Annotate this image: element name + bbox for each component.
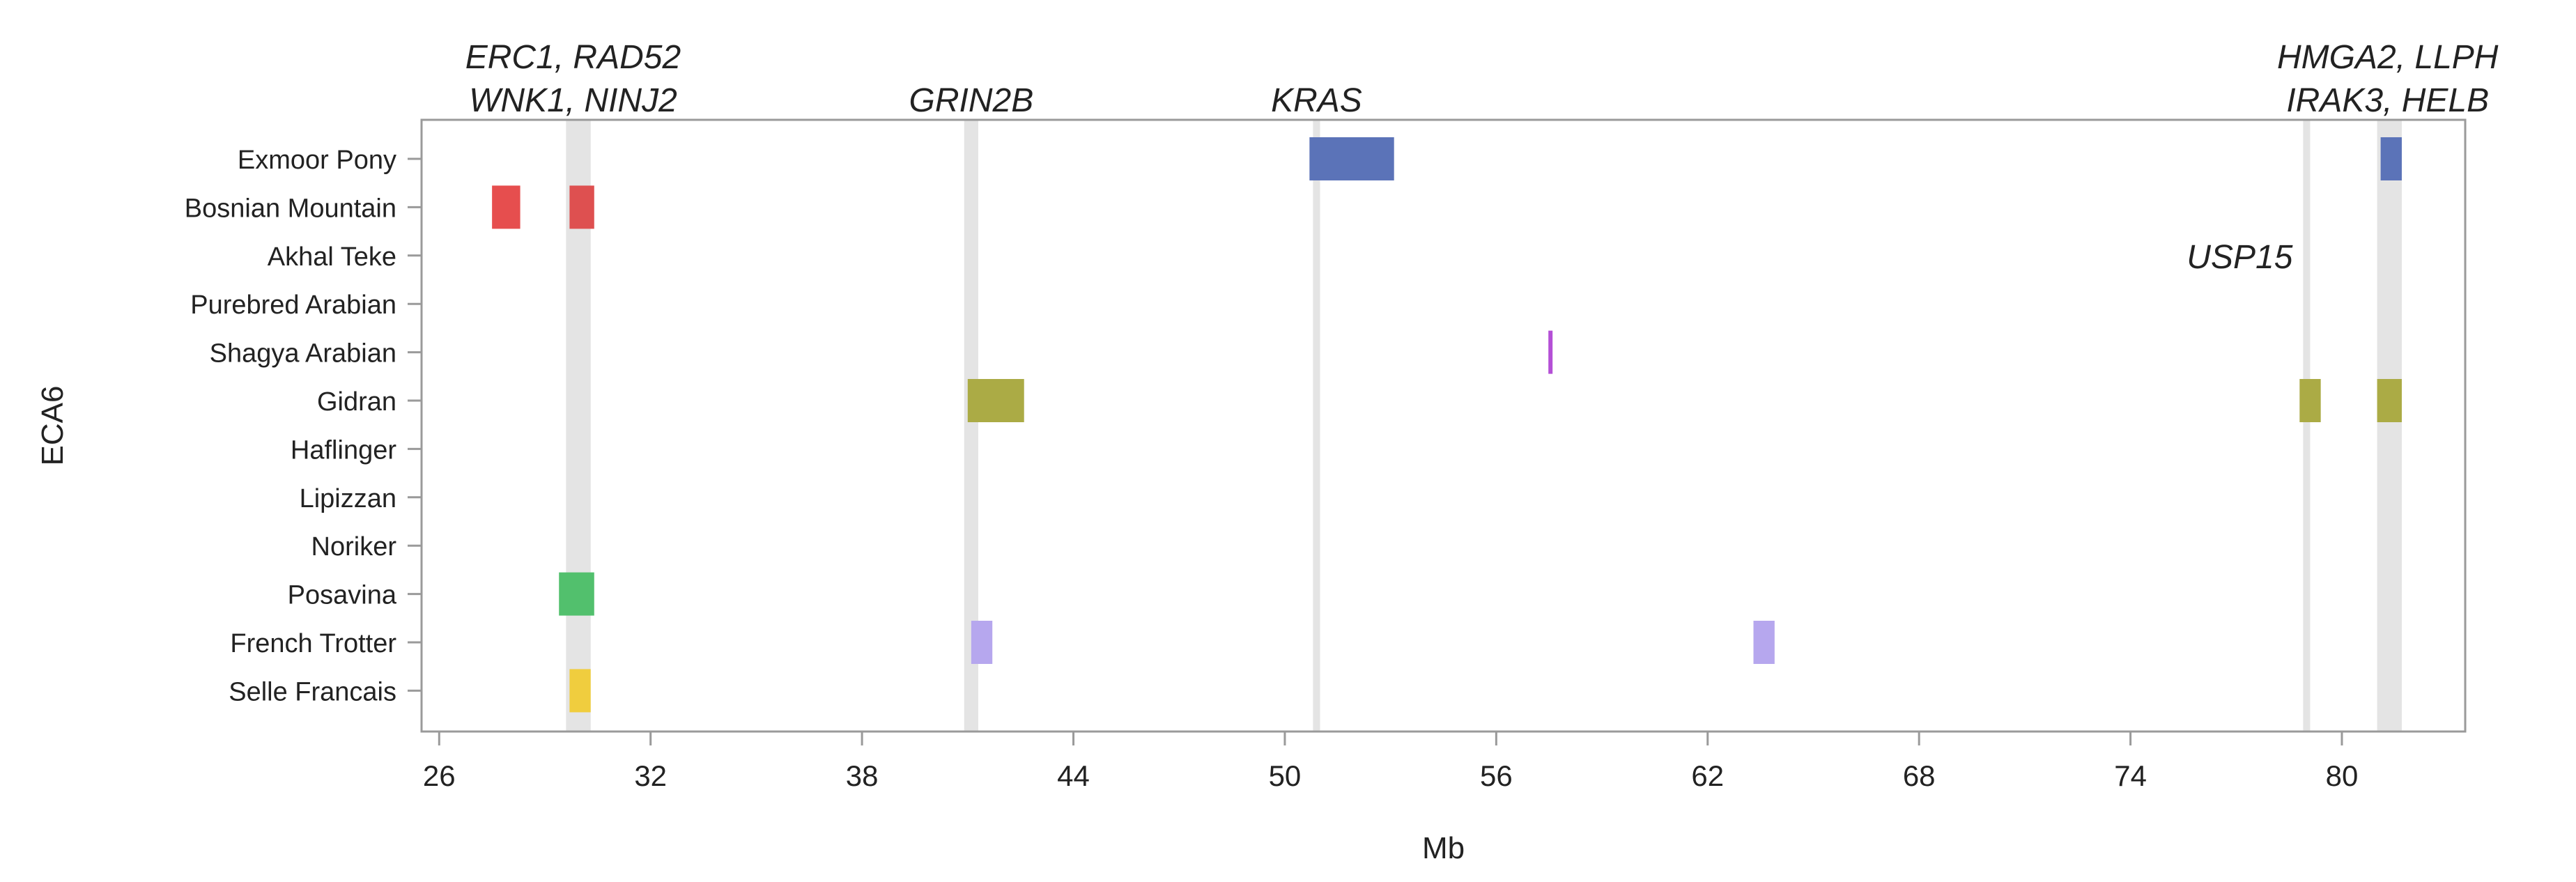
x-tick-label-6: 62: [1691, 759, 1724, 792]
x-axis-title: Mb: [1422, 831, 1465, 865]
x-axis-ticks: 26 32 38 44 50 56 62 68 74 80: [423, 732, 2358, 792]
segment-3: [569, 185, 594, 229]
highlight-region-1: [964, 120, 978, 732]
highlight-region-3: [2303, 120, 2311, 732]
segment-6: [2299, 379, 2321, 422]
category-label-1: Bosnian Mountain: [185, 194, 396, 223]
gene-label-4-0: USP15: [2186, 239, 2292, 276]
category-label-3: Purebred Arabian: [190, 291, 396, 320]
plot-frame: [420, 118, 2467, 733]
segment-10: [1753, 621, 1775, 664]
category-label-2: Akhal Teke: [268, 242, 396, 272]
x-tick-label-5: 56: [1480, 759, 1513, 792]
x-tick-label-8: 74: [2114, 759, 2147, 792]
x-tick-label-2: 38: [846, 759, 879, 792]
segment-5: [967, 379, 1024, 422]
gene-label-2-0: KRAS: [1271, 82, 1362, 119]
gene-label-3-1: IRAK3, HELB: [2286, 82, 2489, 119]
segment-0: [1309, 137, 1394, 180]
segment-7: [2377, 379, 2402, 422]
segment-4: [1548, 330, 1553, 374]
segment-8: [559, 572, 594, 616]
category-label-7: Lipizzan: [300, 484, 396, 513]
category-label-6: Haflinger: [291, 435, 396, 465]
x-tick-label-7: 68: [1903, 759, 1936, 792]
category-label-5: Gidran: [317, 387, 396, 417]
category-label-9: Posavina: [288, 581, 397, 610]
gene-label-3-0: HMGA2, LLPH: [2277, 39, 2499, 76]
highlight-regions: [566, 120, 2402, 732]
x-tick-label-3: 44: [1057, 759, 1090, 792]
category-label-0: Exmoor Pony: [238, 146, 396, 175]
x-tick-label-9: 80: [2326, 759, 2359, 792]
segment-9: [971, 621, 993, 664]
data-segments: [492, 137, 2402, 713]
gene-label-0-1: WNK1, NINJ2: [469, 82, 677, 119]
category-label-4: Shagya Arabian: [210, 339, 396, 369]
x-tick-label-0: 26: [423, 759, 456, 792]
segment-11: [569, 669, 591, 713]
x-tick-label-1: 32: [634, 759, 667, 792]
highlight-region-2: [1313, 120, 1320, 732]
highlight-region-4: [2377, 120, 2402, 732]
gene-annotations: ERC1, RAD52 WNK1, NINJ2 GRIN2B KRAS HMGA2, L…: [465, 39, 2499, 276]
segment-2: [492, 185, 520, 229]
gene-label-0-0: ERC1, RAD52: [465, 39, 681, 76]
segment-1: [2380, 137, 2402, 180]
x-tick-label-4: 50: [1269, 759, 1302, 792]
category-label-8: Noriker: [311, 532, 397, 562]
category-label-10: French Trotter: [230, 629, 396, 658]
y-axis-title: ECA6: [36, 386, 70, 466]
category-label-11: Selle Francais: [229, 677, 396, 706]
gene-label-1-0: GRIN2B: [909, 82, 1034, 119]
y-axis-ticks: Exmoor Pony Bosnian Mountain Akhal Teke Pur…: [185, 146, 422, 706]
